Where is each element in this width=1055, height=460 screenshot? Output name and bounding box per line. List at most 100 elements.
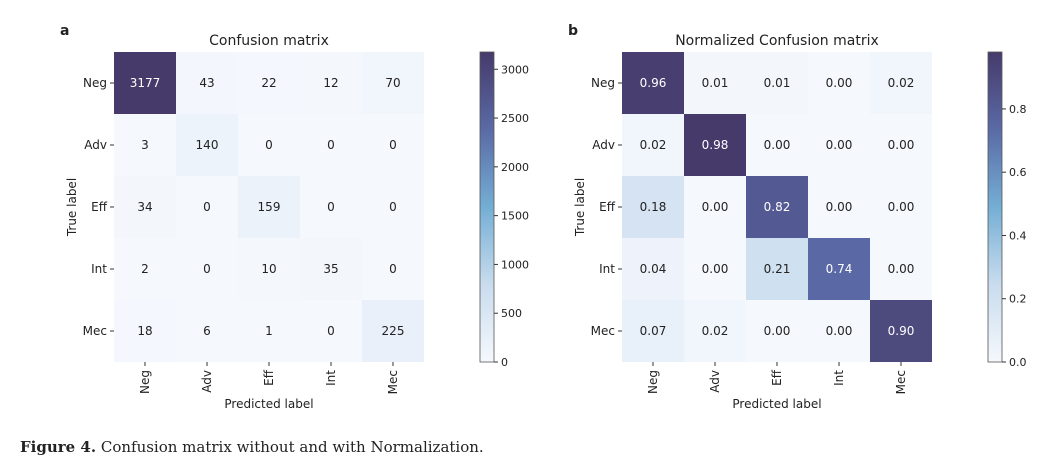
cell-value-label: 1 xyxy=(265,324,273,338)
colorbar-tick-label: 3000 xyxy=(501,63,529,76)
heatmap-cell xyxy=(300,238,362,300)
heatmap-cell xyxy=(746,114,808,176)
x-tick-label: Adv xyxy=(708,370,722,393)
heatmap-cell xyxy=(808,300,870,362)
figure-caption: Figure 4. Confusion matrix without and w… xyxy=(20,438,484,456)
heatmap-cell xyxy=(176,238,238,300)
heatmap-cell xyxy=(176,176,238,238)
heatmap-cell xyxy=(238,114,300,176)
cell-value-label: 0.07 xyxy=(640,324,667,338)
colorbar-tick-label: 0.6 xyxy=(1009,166,1027,179)
cell-value-label: 0.00 xyxy=(888,262,915,276)
cell-value-label: 0 xyxy=(265,138,273,152)
colorbar-tick-label: 2500 xyxy=(501,112,529,125)
x-tick-label: Int xyxy=(324,370,338,386)
y-tick-label: Adv xyxy=(592,138,615,152)
cell-value-label: 43 xyxy=(199,76,214,90)
colorbar-tick-label: 0.2 xyxy=(1009,293,1027,306)
colorbar xyxy=(987,51,1003,363)
x-tick-label: Mec xyxy=(386,370,400,394)
cell-value-label: 0.04 xyxy=(640,262,667,276)
heatmap-cell xyxy=(300,176,362,238)
x-tick-label: Eff xyxy=(262,369,276,386)
heatmap-cell xyxy=(114,300,176,362)
heatmap-cell xyxy=(362,238,424,300)
cell-value-label: 0.01 xyxy=(764,76,791,90)
cell-value-label: 0.00 xyxy=(826,324,853,338)
heatmap-cell xyxy=(362,52,424,114)
x-tick-label: Neg xyxy=(138,370,152,394)
heatmap-cell xyxy=(176,52,238,114)
heatmap-cell xyxy=(684,114,746,176)
y-tick-label: Int xyxy=(599,262,615,276)
chart-title: Normalized Confusion matrix xyxy=(675,33,879,49)
y-tick-label: Int xyxy=(91,262,107,276)
colorbar-tick-label: 0 xyxy=(501,356,508,369)
heatmap-cell xyxy=(808,176,870,238)
heatmap-cell xyxy=(870,114,932,176)
heatmap-cell xyxy=(622,52,684,114)
cell-value-label: 0.90 xyxy=(888,324,915,338)
x-tick-label: Neg xyxy=(646,370,660,394)
cell-value-label: 0.00 xyxy=(826,138,853,152)
cell-value-label: 0.02 xyxy=(640,138,667,152)
panel-letter: b xyxy=(568,23,578,39)
heatmap-cell xyxy=(238,52,300,114)
heatmap-cell xyxy=(176,114,238,176)
heatmap-cell xyxy=(684,176,746,238)
cell-value-label: 0.00 xyxy=(764,324,791,338)
cell-value-label: 3 xyxy=(141,138,149,152)
cell-value-label: 0.01 xyxy=(702,76,729,90)
cell-value-label: 0 xyxy=(327,138,335,152)
cell-value-label: 0.98 xyxy=(702,138,729,152)
colorbar-tick-label: 0.8 xyxy=(1009,103,1027,116)
colorbar-tick-label: 0.0 xyxy=(1009,356,1027,369)
x-axis-label: Predicted label xyxy=(224,397,313,411)
cell-value-label: 3177 xyxy=(130,76,161,90)
heatmap-cell xyxy=(684,300,746,362)
heatmap-cell xyxy=(300,300,362,362)
heatmap-cell xyxy=(622,176,684,238)
heatmap-cell xyxy=(114,52,176,114)
heatmap-cell xyxy=(808,238,870,300)
heatmap-cell xyxy=(238,176,300,238)
cell-value-label: 0.00 xyxy=(764,138,791,152)
colorbar-tick-label: 0.4 xyxy=(1009,229,1027,242)
heatmap-cell xyxy=(746,238,808,300)
cell-value-label: 35 xyxy=(323,262,338,276)
colorbar-tick-label: 1500 xyxy=(501,210,529,223)
y-tick-label: Mec xyxy=(591,324,615,338)
heatmap-cell xyxy=(362,176,424,238)
cell-value-label: 140 xyxy=(196,138,219,152)
heatmap-cell xyxy=(684,238,746,300)
x-tick-label: Int xyxy=(832,370,846,386)
colorbar-tick-label: 2000 xyxy=(501,161,529,174)
y-tick-label: Eff xyxy=(599,200,616,214)
x-tick-label: Adv xyxy=(200,370,214,393)
heatmap-cell xyxy=(238,300,300,362)
caption-label: Figure 4. xyxy=(20,438,97,456)
cell-value-label: 0.02 xyxy=(888,76,915,90)
cell-value-label: 0.00 xyxy=(702,200,729,214)
heatmap-cell xyxy=(870,52,932,114)
cell-value-label: 10 xyxy=(261,262,276,276)
x-axis-label: Predicted label xyxy=(732,397,821,411)
cell-value-label: 0.74 xyxy=(826,262,853,276)
cell-value-label: 0 xyxy=(203,262,211,276)
cell-value-label: 6 xyxy=(203,324,211,338)
heatmap-cell xyxy=(808,114,870,176)
colorbar xyxy=(479,51,495,363)
cell-value-label: 0.00 xyxy=(888,138,915,152)
cell-value-label: 0.21 xyxy=(764,262,791,276)
cell-value-label: 18 xyxy=(137,324,152,338)
cell-value-label: 0 xyxy=(203,200,211,214)
cell-value-label: 2 xyxy=(141,262,149,276)
cell-value-label: 34 xyxy=(137,200,152,214)
colorbar-tick-label: 1000 xyxy=(501,258,529,271)
heatmap-cell xyxy=(870,238,932,300)
cell-value-label: 0 xyxy=(389,138,397,152)
heatmap-cell xyxy=(114,114,176,176)
cell-value-label: 70 xyxy=(385,76,400,90)
cell-value-label: 0 xyxy=(389,262,397,276)
